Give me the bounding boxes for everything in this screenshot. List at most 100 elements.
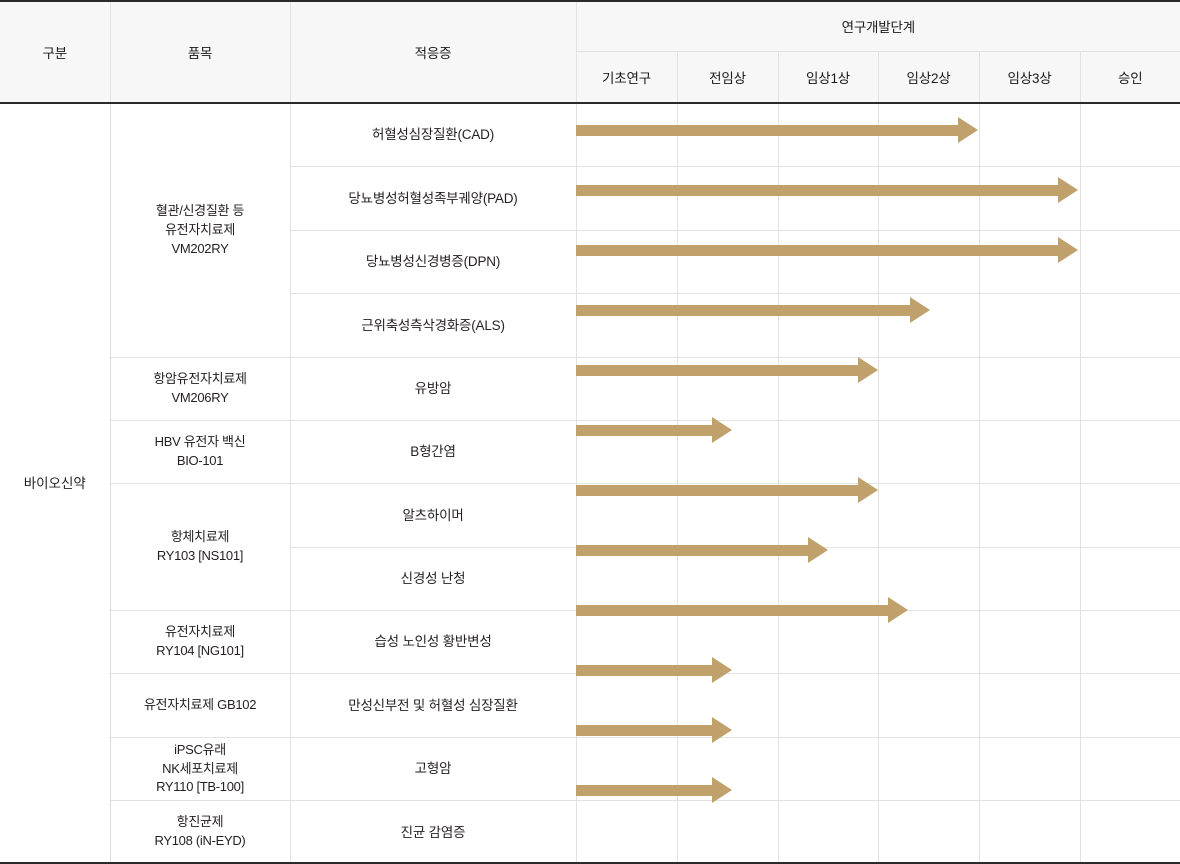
cell-stage-1 — [575, 483, 678, 548]
cell-stage-4 — [877, 293, 980, 358]
cell-stage-1 — [575, 293, 678, 358]
cell-indication: 만성신부전 및 허혈성 심장질환 — [289, 673, 577, 738]
cell-indication: B형간염 — [289, 419, 577, 485]
cell-stage-3 — [777, 356, 879, 421]
cell-stage-6 — [1079, 610, 1180, 675]
cell-stage-3 — [777, 229, 879, 295]
table-row: 바이오신약 혈관/신경질환 등 유전자치료제 VM202RY 허혈성심장질환(CAD) — [0, 102, 1180, 864]
cell-item: 항암유전자치료제 VM206RY — [110, 356, 291, 421]
cell-stage-3 — [777, 800, 879, 864]
cell-stage-2 — [676, 610, 779, 675]
cell-stage-4 — [877, 102, 980, 168]
cell-indication: 습성 노인성 황반변성 — [289, 610, 577, 675]
cell-stage-3 — [777, 102, 879, 168]
cell-stage-6 — [1079, 229, 1180, 295]
table-row: 항체치료제 RY103 [NS101] 알츠하이머 — [0, 483, 1180, 612]
table-row: 당뇨병성신경병증(DPN) — [0, 229, 1180, 295]
cell-stage-1 — [575, 229, 678, 295]
table-row: iPSC유래 NK세포치료제 RY110 [TB-100] 고형암 — [0, 736, 1180, 802]
header-stage-approval: 승인 — [1079, 51, 1180, 104]
cell-stage-1 — [575, 673, 678, 738]
cell-stage-5 — [978, 229, 1081, 295]
cell-stage-2 — [676, 229, 779, 295]
cell-stage-5 — [978, 800, 1081, 864]
cell-stage-3 — [777, 166, 879, 231]
cell-stage-6 — [1079, 419, 1180, 485]
table-header: 구분 품목 적응증 연구개발단계 기초연구 전임상 임상1상 임상2상 임상3상… — [0, 0, 1180, 104]
cell-item: 유전자치료제 RY104 [NG101] — [110, 610, 291, 675]
cell-stage-3 — [777, 673, 879, 738]
cell-indication: 당뇨병성신경병증(DPN) — [290, 229, 577, 295]
cell-stage-3 — [777, 293, 879, 358]
cell-stage-5 — [978, 610, 1081, 675]
cell-indication: 당뇨병성허혈성족부궤양(PAD) — [290, 166, 577, 231]
cell-stage-1 — [575, 419, 678, 485]
cell-stage-2 — [676, 736, 779, 802]
cell-indication: 고형암 — [289, 736, 577, 802]
cell-stage-6 — [1079, 546, 1180, 612]
cell-stage-4 — [877, 166, 980, 231]
cell-stage-3 — [777, 419, 879, 485]
cell-stage-6 — [1079, 293, 1180, 358]
cell-stage-2 — [676, 166, 779, 231]
cell-stage-5 — [978, 736, 1081, 802]
cell-stage-4 — [877, 800, 980, 864]
cell-stage-5 — [978, 356, 1081, 421]
cell-stage-3 — [777, 610, 879, 675]
cell-stage-1 — [575, 546, 678, 612]
cell-stage-4 — [877, 483, 980, 548]
header-stage-basic-research: 기초연구 — [576, 51, 678, 104]
cell-stage-2 — [676, 483, 779, 548]
cell-stage-5 — [978, 419, 1081, 485]
cell-stage-2 — [676, 293, 779, 358]
cell-stage-3 — [777, 546, 879, 612]
cell-stage-2 — [676, 673, 779, 738]
header-category: 구분 — [0, 0, 111, 104]
header-indication: 적응증 — [289, 0, 577, 104]
header-item: 품목 — [109, 0, 291, 104]
cell-category: 바이오신약 — [0, 102, 111, 864]
cell-stage-4 — [877, 736, 980, 802]
cell-indication: 진균 감염증 — [289, 800, 577, 864]
header-stage-preclinical: 전임상 — [676, 51, 779, 104]
table-row: 신경성 난청 — [0, 546, 1180, 612]
cell-stage-2 — [676, 102, 779, 168]
cell-item: 항진균제 RY108 (iN-EYD) — [110, 800, 291, 864]
table-row: 항암유전자치료제 VM206RY 유방암 — [0, 356, 1180, 421]
header-stage-group: 연구개발단계 — [575, 0, 1180, 52]
cell-item: iPSC유래 NK세포치료제 RY110 [TB-100] — [110, 736, 291, 802]
cell-stage-2 — [676, 356, 779, 421]
cell-stage-6 — [1079, 356, 1180, 421]
cell-indication: 근위축성측삭경화증(ALS) — [290, 293, 577, 358]
cell-stage-3 — [777, 736, 879, 802]
cell-stage-6 — [1079, 800, 1180, 864]
cell-indication: 허혈성심장질환(CAD) — [289, 102, 577, 168]
cell-stage-2 — [676, 546, 779, 612]
cell-indication: 유방암 — [289, 356, 577, 421]
cell-stage-5 — [978, 102, 1081, 168]
cell-stage-6 — [1079, 102, 1180, 168]
cell-indication: 알츠하이머 — [289, 483, 577, 548]
cell-stage-1 — [575, 166, 678, 231]
cell-item: 혈관/신경질환 등 유전자치료제 VM202RY — [109, 102, 291, 358]
cell-stage-5 — [978, 166, 1081, 231]
header-stage-phase3: 임상3상 — [978, 51, 1081, 104]
cell-stage-2 — [676, 419, 779, 485]
cell-indication: 신경성 난청 — [290, 546, 577, 612]
cell-stage-1 — [575, 610, 678, 675]
cell-stage-4 — [877, 356, 980, 421]
table-row: HBV 유전자 백신 BIO-101 B형간염 — [0, 419, 1180, 485]
cell-stage-4 — [877, 546, 980, 612]
cell-stage-6 — [1079, 673, 1180, 738]
cell-stage-5 — [978, 673, 1081, 738]
cell-item: 유전자치료제 GB102 — [110, 673, 291, 738]
cell-stage-1 — [575, 102, 678, 168]
header-stage-phase2: 임상2상 — [877, 51, 980, 104]
cell-stage-6 — [1079, 736, 1180, 802]
cell-stage-3 — [777, 483, 879, 548]
cell-stage-1 — [575, 800, 678, 864]
table-bottom-rule — [0, 862, 1180, 864]
table-body: 바이오신약 혈관/신경질환 등 유전자치료제 VM202RY 허혈성심장질환(CAD) 당… — [0, 102, 1180, 864]
cell-stage-4 — [877, 229, 980, 295]
